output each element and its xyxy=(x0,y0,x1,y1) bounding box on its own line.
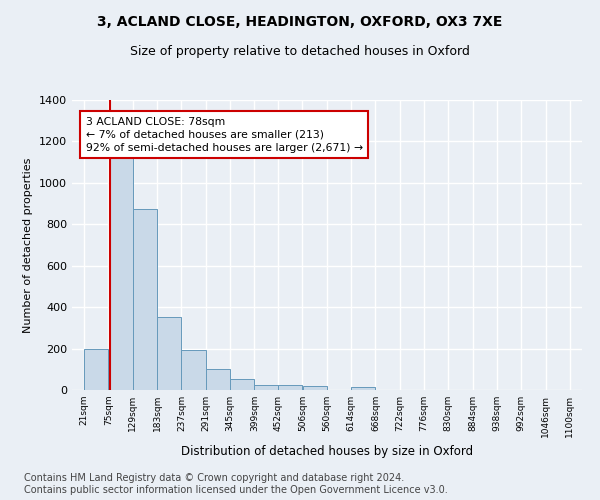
Bar xyxy=(157,317,181,390)
Bar xyxy=(206,370,230,390)
Bar xyxy=(109,158,133,390)
Bar xyxy=(181,350,206,390)
Text: Contains HM Land Registry data © Crown copyright and database right 2024.
Contai: Contains HM Land Registry data © Crown c… xyxy=(24,474,448,495)
Y-axis label: Number of detached properties: Number of detached properties xyxy=(23,158,34,332)
Bar xyxy=(133,208,157,390)
X-axis label: Distribution of detached houses by size in Oxford: Distribution of detached houses by size … xyxy=(181,446,473,458)
Text: 3, ACLAND CLOSE, HEADINGTON, OXFORD, OX3 7XE: 3, ACLAND CLOSE, HEADINGTON, OXFORD, OX3… xyxy=(97,15,503,29)
Bar xyxy=(254,385,278,390)
Bar xyxy=(84,349,109,390)
Bar xyxy=(302,386,326,390)
Bar xyxy=(278,386,302,390)
Text: Size of property relative to detached houses in Oxford: Size of property relative to detached ho… xyxy=(130,45,470,58)
Text: 3 ACLAND CLOSE: 78sqm
← 7% of detached houses are smaller (213)
92% of semi-deta: 3 ACLAND CLOSE: 78sqm ← 7% of detached h… xyxy=(86,116,362,153)
Bar xyxy=(230,379,254,390)
Bar xyxy=(351,387,375,390)
